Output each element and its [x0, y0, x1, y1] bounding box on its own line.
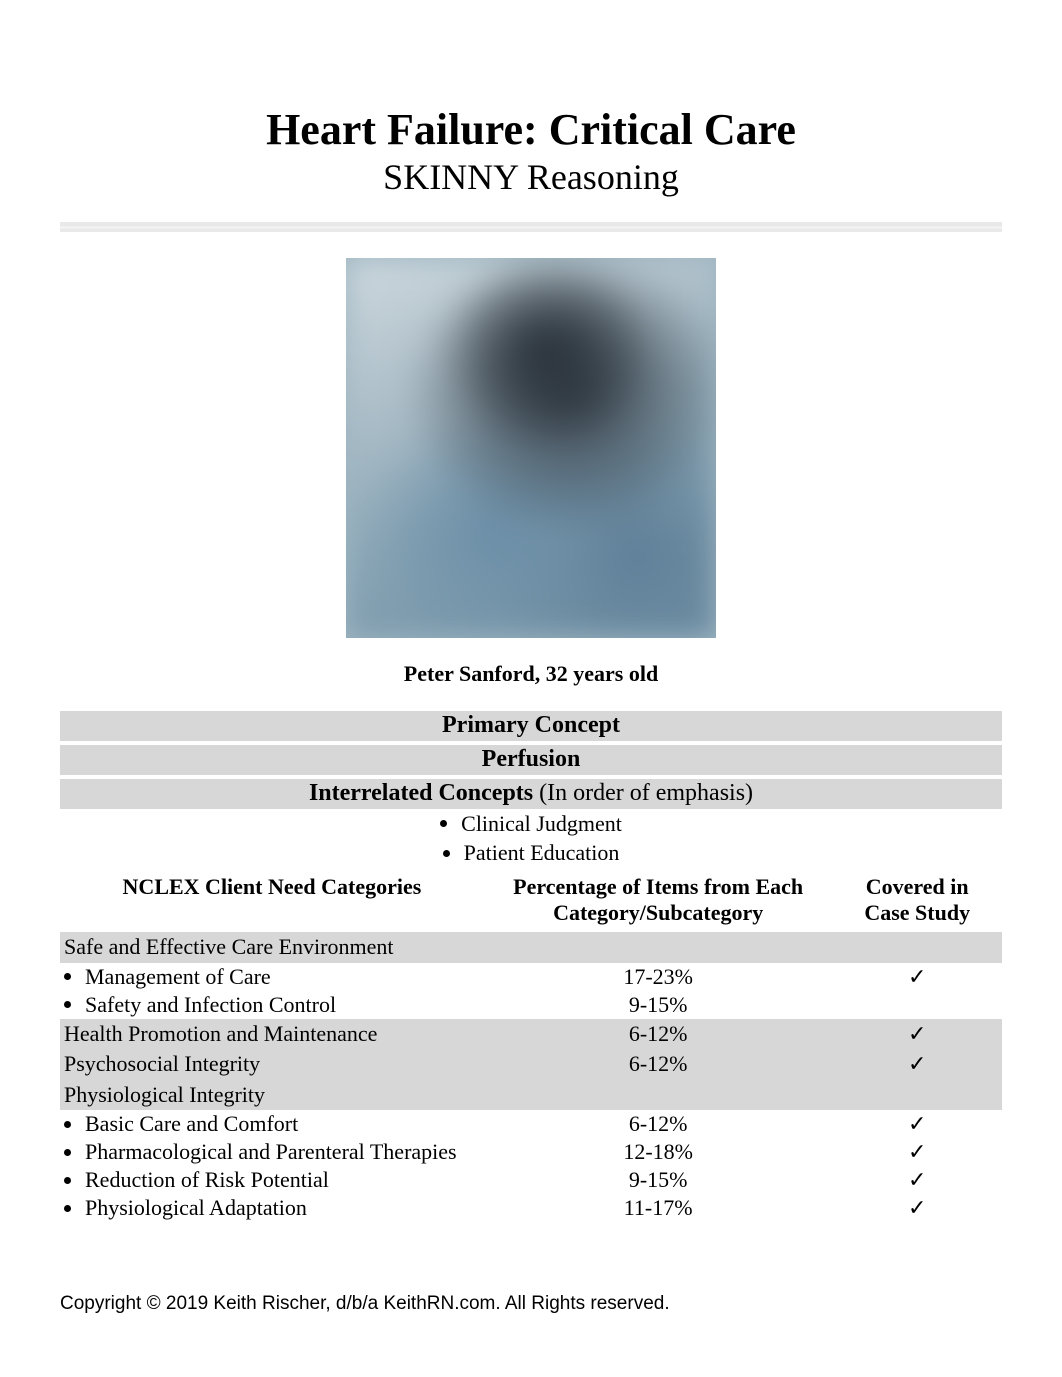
section-name: Health Promotion and Maintenance — [60, 1019, 484, 1050]
sub-covered: ✓ — [832, 963, 1002, 991]
bullet-icon — [64, 1205, 71, 1212]
table-row: Physiological Adaptation 11-17% ✓ — [60, 1194, 1002, 1222]
sub-name-cell: Basic Care and Comfort — [60, 1110, 484, 1138]
interrelated-label-bold: Interrelated Concepts — [309, 780, 533, 806]
sub-pct: 9-15% — [484, 1166, 833, 1194]
divider-band — [60, 222, 1002, 232]
sub-name: Safety and Infection Control — [85, 992, 336, 1017]
section-row: Psychosocial Integrity 6-12% ✓ — [60, 1049, 1002, 1080]
nclex-table: NCLEX Client Need Categories Percentage … — [60, 872, 1002, 1222]
sub-pct: 9-15% — [484, 991, 833, 1019]
bullet-icon — [64, 1121, 71, 1128]
header-categories: NCLEX Client Need Categories — [60, 872, 484, 932]
interrelated-item: Patient Education — [60, 838, 1002, 868]
bullet-icon — [443, 850, 450, 857]
interrelated-item: Clinical Judgment — [60, 809, 1002, 839]
section-name: Safe and Effective Care Environment — [60, 932, 484, 963]
section-covered — [832, 932, 1002, 963]
sub-pct: 17-23% — [484, 963, 833, 991]
section-pct: 6-12% — [484, 1049, 833, 1080]
table-row: Safety and Infection Control 9-15% — [60, 991, 1002, 1019]
sub-pct: 11-17% — [484, 1194, 833, 1222]
primary-concept-value: Perfusion — [482, 746, 581, 772]
sub-covered: ✓ — [832, 1194, 1002, 1222]
case-image-wrap — [60, 258, 1002, 643]
sub-name: Basic Care and Comfort — [85, 1111, 298, 1136]
header-percentage: Percentage of Items from Each Category/S… — [484, 872, 833, 932]
primary-concept-label: Primary Concept — [442, 712, 620, 738]
case-image-blur — [346, 258, 716, 638]
nclex-table-head: NCLEX Client Need Categories Percentage … — [60, 872, 1002, 932]
case-image — [346, 258, 716, 638]
section-pct — [484, 1080, 833, 1111]
primary-concept-value-bar: Perfusion — [60, 745, 1002, 775]
sub-covered: ✓ — [832, 1110, 1002, 1138]
interrelated-concepts-line: Interrelated Concepts (In order of empha… — [309, 780, 753, 806]
header-covered-line2: Case Study — [864, 900, 970, 925]
section-row: Health Promotion and Maintenance 6-12% ✓ — [60, 1019, 1002, 1050]
section-pct: 6-12% — [484, 1019, 833, 1050]
sub-name-cell: Physiological Adaptation — [60, 1194, 484, 1222]
sub-name-cell: Pharmacological and Parenteral Therapies — [60, 1138, 484, 1166]
table-row: Management of Care 17-23% ✓ — [60, 963, 1002, 991]
interrelated-item-text: Clinical Judgment — [461, 811, 622, 836]
section-covered: ✓ — [832, 1019, 1002, 1050]
sub-name-cell: Safety and Infection Control — [60, 991, 484, 1019]
document-page: Heart Failure: Critical Care SKINNY Reas… — [0, 0, 1062, 1377]
sub-name: Physiological Adaptation — [85, 1195, 307, 1220]
section-pct — [484, 932, 833, 963]
header-covered-line1: Covered in — [866, 874, 969, 899]
section-name: Psychosocial Integrity — [60, 1049, 484, 1080]
section-row: Safe and Effective Care Environment — [60, 932, 1002, 963]
sub-covered: ✓ — [832, 1138, 1002, 1166]
interrelated-concepts-bar: Interrelated Concepts (In order of empha… — [60, 779, 1002, 809]
header-percentage-line1: Percentage of Items from Each — [513, 874, 803, 899]
bullet-icon — [64, 973, 71, 980]
primary-concept-label-bar: Primary Concept — [60, 711, 1002, 741]
sub-name: Management of Care — [85, 964, 271, 989]
sub-covered: ✓ — [832, 1166, 1002, 1194]
interrelated-label-rest: (In order of emphasis) — [533, 780, 753, 806]
sub-name-cell: Management of Care — [60, 963, 484, 991]
sub-name: Reduction of Risk Potential — [85, 1167, 329, 1192]
bullet-icon — [64, 1149, 71, 1156]
interrelated-item-text: Patient Education — [464, 840, 620, 865]
sub-pct: 12-18% — [484, 1138, 833, 1166]
bullet-icon — [64, 1001, 71, 1008]
table-row: Reduction of Risk Potential 9-15% ✓ — [60, 1166, 1002, 1194]
copyright-notice: Copyright © 2019 Keith Rischer, d/b/a Ke… — [60, 1293, 670, 1315]
section-name: Physiological Integrity — [60, 1080, 484, 1111]
interrelated-items: Clinical Judgment Patient Education — [60, 809, 1002, 872]
section-covered: ✓ — [832, 1049, 1002, 1080]
bullet-icon — [64, 1177, 71, 1184]
patient-caption: Peter Sanford, 32 years old — [60, 661, 1002, 687]
table-row: Pharmacological and Parenteral Therapies… — [60, 1138, 1002, 1166]
table-row: Basic Care and Comfort 6-12% ✓ — [60, 1110, 1002, 1138]
subtitle: SKINNY Reasoning — [60, 156, 1002, 198]
section-row: Physiological Integrity — [60, 1080, 1002, 1111]
sub-name: Pharmacological and Parenteral Therapies — [85, 1139, 457, 1164]
nclex-table-body: Safe and Effective Care Environment Mana… — [60, 932, 1002, 1222]
sub-pct: 6-12% — [484, 1110, 833, 1138]
header-covered: Covered in Case Study — [832, 872, 1002, 932]
header-percentage-line2: Category/Subcategory — [553, 900, 763, 925]
main-title: Heart Failure: Critical Care — [60, 105, 1002, 156]
table-header-row: NCLEX Client Need Categories Percentage … — [60, 872, 1002, 932]
sub-covered — [832, 991, 1002, 1019]
bullet-icon — [440, 820, 447, 827]
sub-name-cell: Reduction of Risk Potential — [60, 1166, 484, 1194]
section-covered — [832, 1080, 1002, 1111]
